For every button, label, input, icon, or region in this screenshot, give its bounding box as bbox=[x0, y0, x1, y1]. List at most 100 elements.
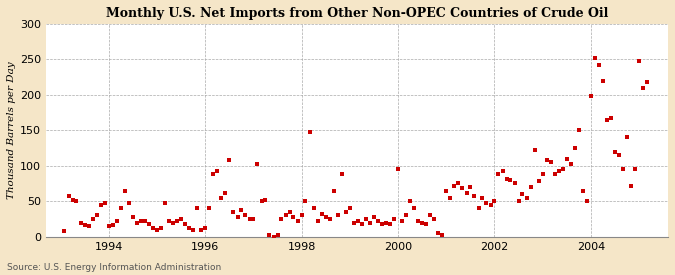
Point bbox=[517, 192, 528, 196]
Point bbox=[180, 222, 190, 226]
Point bbox=[264, 233, 275, 238]
Point bbox=[570, 146, 580, 150]
Point bbox=[352, 219, 363, 223]
Point bbox=[493, 172, 504, 177]
Point bbox=[449, 183, 460, 188]
Point bbox=[172, 219, 183, 223]
Point bbox=[341, 210, 352, 214]
Point bbox=[244, 217, 255, 221]
Point bbox=[485, 203, 496, 207]
Point bbox=[288, 214, 299, 219]
Point bbox=[63, 194, 74, 199]
Point bbox=[381, 220, 392, 225]
Point bbox=[136, 219, 146, 223]
Point bbox=[272, 233, 283, 238]
Point bbox=[160, 201, 171, 205]
Point bbox=[83, 224, 94, 228]
Point bbox=[107, 222, 118, 227]
Point bbox=[638, 86, 649, 90]
Point bbox=[393, 167, 404, 172]
Point bbox=[461, 191, 472, 195]
Point bbox=[425, 213, 436, 218]
Point bbox=[152, 227, 163, 232]
Point bbox=[445, 196, 456, 200]
Title: Monthly U.S. Net Imports from Other Non-OPEC Countries of Crude Oil: Monthly U.S. Net Imports from Other Non-… bbox=[106, 7, 608, 20]
Point bbox=[521, 196, 532, 200]
Point bbox=[208, 172, 219, 177]
Point bbox=[582, 199, 593, 204]
Point bbox=[200, 226, 211, 230]
Point bbox=[268, 235, 279, 239]
Point bbox=[356, 222, 367, 226]
Point bbox=[513, 199, 524, 204]
Point bbox=[292, 219, 303, 223]
Point bbox=[610, 149, 620, 154]
Point bbox=[79, 222, 90, 227]
Point bbox=[630, 167, 641, 172]
Point bbox=[469, 193, 480, 198]
Point bbox=[477, 196, 488, 200]
Point bbox=[332, 213, 343, 218]
Point bbox=[497, 169, 508, 174]
Point bbox=[155, 226, 166, 230]
Point bbox=[103, 224, 114, 228]
Point bbox=[589, 56, 600, 60]
Point bbox=[71, 199, 82, 204]
Point bbox=[252, 161, 263, 166]
Point bbox=[537, 172, 548, 177]
Point bbox=[408, 206, 419, 211]
Point bbox=[360, 217, 371, 221]
Point bbox=[614, 153, 624, 157]
Point bbox=[405, 199, 416, 204]
Point bbox=[176, 217, 186, 221]
Point bbox=[348, 220, 359, 225]
Point bbox=[433, 231, 443, 235]
Point bbox=[622, 135, 632, 140]
Point bbox=[505, 178, 516, 182]
Point bbox=[163, 219, 174, 223]
Point bbox=[364, 220, 375, 225]
Point bbox=[597, 78, 608, 83]
Point bbox=[401, 213, 412, 218]
Point bbox=[236, 208, 247, 212]
Point bbox=[232, 214, 243, 219]
Point bbox=[437, 233, 448, 238]
Point bbox=[369, 214, 379, 219]
Point bbox=[642, 80, 653, 84]
Point bbox=[276, 217, 287, 221]
Point bbox=[184, 226, 194, 230]
Point bbox=[489, 199, 500, 204]
Point bbox=[473, 206, 484, 211]
Point bbox=[453, 181, 464, 186]
Point bbox=[545, 160, 556, 164]
Point bbox=[577, 188, 588, 193]
Point bbox=[626, 183, 637, 188]
Point bbox=[413, 219, 424, 223]
Point bbox=[308, 206, 319, 211]
Point bbox=[196, 227, 207, 232]
Point bbox=[618, 167, 628, 172]
Point bbox=[562, 156, 572, 161]
Point bbox=[324, 217, 335, 221]
Point bbox=[501, 176, 512, 181]
Point bbox=[256, 199, 267, 204]
Y-axis label: Thousand Barrels per Day: Thousand Barrels per Day bbox=[7, 62, 16, 199]
Point bbox=[344, 206, 355, 211]
Point bbox=[140, 219, 151, 223]
Point bbox=[68, 198, 78, 202]
Point bbox=[558, 167, 568, 172]
Point bbox=[377, 222, 387, 226]
Point bbox=[119, 188, 130, 193]
Point bbox=[240, 213, 250, 218]
Point bbox=[280, 213, 291, 218]
Point bbox=[529, 148, 540, 152]
Point bbox=[192, 206, 202, 211]
Point bbox=[143, 222, 154, 226]
Point bbox=[296, 213, 307, 218]
Point bbox=[204, 206, 215, 211]
Point bbox=[429, 217, 439, 221]
Point bbox=[304, 130, 315, 134]
Point bbox=[216, 196, 227, 200]
Point bbox=[312, 219, 323, 223]
Point bbox=[385, 222, 396, 226]
